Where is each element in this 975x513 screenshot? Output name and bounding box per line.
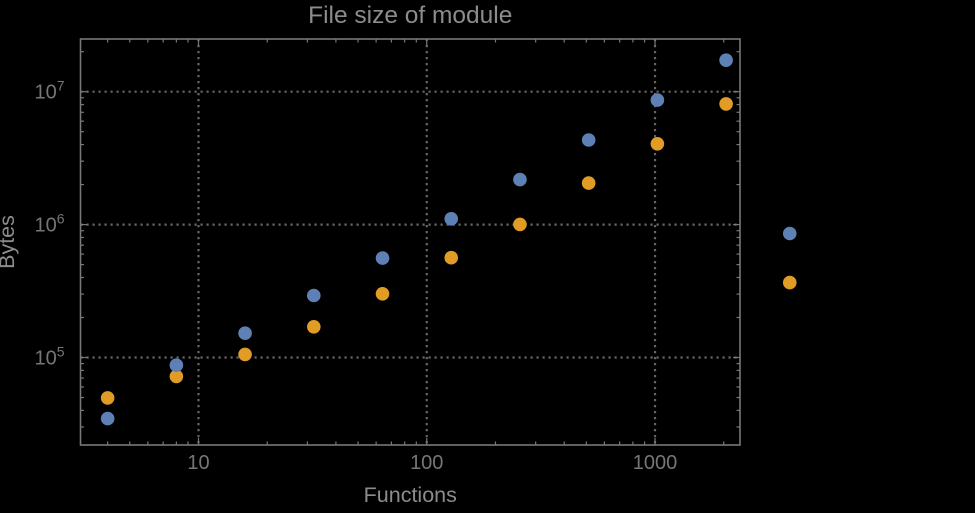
svg-text:Functions: Functions — [364, 483, 457, 507]
svg-text:Bytes: Bytes — [0, 215, 19, 269]
svg-text:File size of module: File size of module — [308, 2, 512, 29]
svg-text:100: 100 — [410, 452, 443, 474]
svg-text:1000: 1000 — [633, 452, 678, 474]
svg-text:10: 10 — [187, 452, 209, 474]
